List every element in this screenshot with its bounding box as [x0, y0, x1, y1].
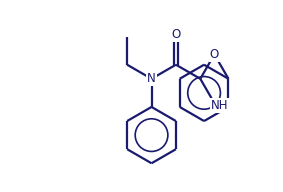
Text: NH: NH — [211, 98, 229, 112]
Text: N: N — [147, 72, 156, 85]
Text: O: O — [210, 48, 219, 61]
Text: O: O — [171, 28, 181, 41]
